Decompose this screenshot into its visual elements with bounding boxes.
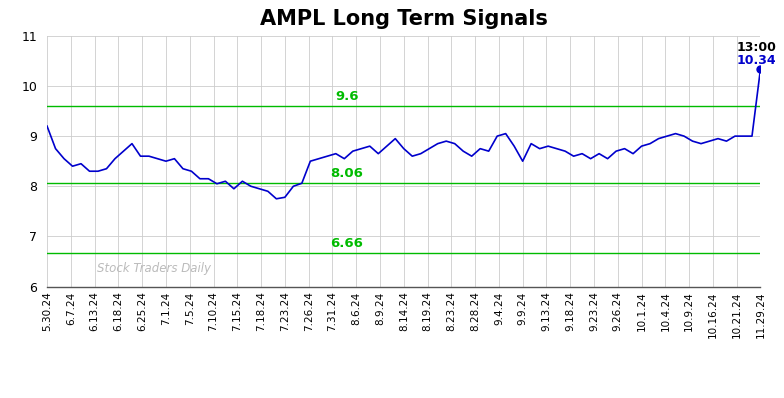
Text: 10.34: 10.34: [736, 54, 776, 67]
Text: 9.6: 9.6: [335, 90, 358, 103]
Text: Stock Traders Daily: Stock Traders Daily: [97, 262, 211, 275]
Text: 13:00: 13:00: [736, 41, 776, 55]
Title: AMPL Long Term Signals: AMPL Long Term Signals: [260, 9, 548, 29]
Text: 6.66: 6.66: [330, 238, 363, 250]
Text: 8.06: 8.06: [330, 167, 363, 180]
